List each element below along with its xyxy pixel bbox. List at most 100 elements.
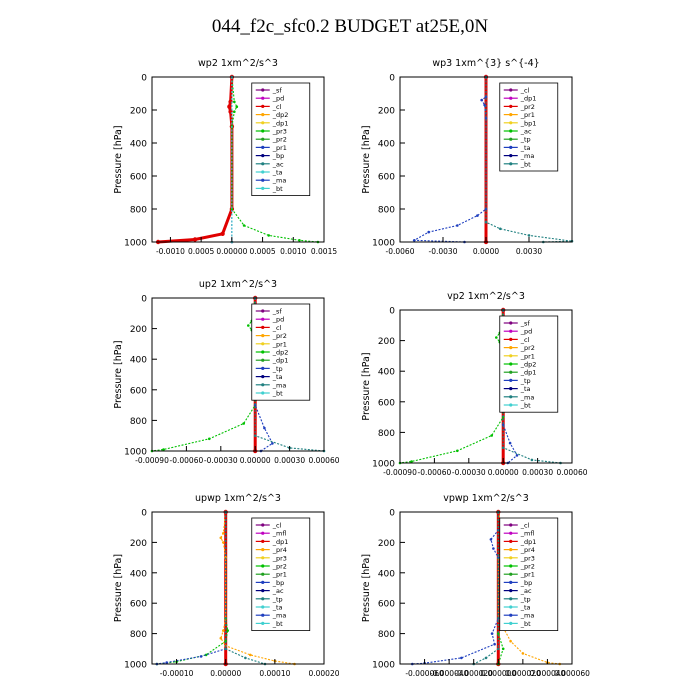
x-tick-label: 0.000020 [505, 669, 541, 678]
legend-entry: _bt [272, 390, 283, 398]
series-point [244, 656, 247, 660]
x-tick-label: -0.00090 [135, 456, 169, 465]
x-tick-label: 0.0030 [516, 247, 542, 256]
legend-marker [261, 121, 265, 125]
legend-entry: _ta [272, 169, 283, 177]
legend-marker [261, 383, 265, 387]
x-tick-label: 0.0005 [188, 247, 214, 256]
legend-marker [261, 145, 265, 149]
legend-marker [261, 580, 265, 585]
legend-marker [261, 375, 265, 379]
legend-marker [261, 548, 265, 552]
y-tick-label: 800 [378, 206, 395, 216]
series-point [222, 532, 225, 535]
series-point [247, 324, 250, 327]
y-tick-label: 600 [378, 398, 395, 408]
series-point [199, 655, 203, 658]
legend-marker [261, 531, 265, 535]
legend-entry: _cl [520, 87, 530, 95]
legend-entry: _dp2 [272, 349, 289, 357]
series-point [222, 629, 225, 632]
series-point [413, 239, 416, 242]
legend-entry: _pr2 [272, 563, 287, 571]
x-tick-label: 0.00060 [308, 456, 339, 465]
series-point [271, 442, 274, 445]
x-tick-label: -0.00010 [160, 669, 194, 678]
series-point [165, 661, 168, 664]
legend-marker [509, 362, 513, 366]
legend-entry: _bp [520, 579, 533, 587]
y-tick-label: 600 [378, 600, 395, 610]
legend-marker [509, 162, 513, 166]
legend-entry: _dp1 [272, 538, 289, 546]
legend-marker [509, 137, 513, 141]
x-tick-label: -0.0060 [386, 247, 415, 256]
plot-frame [399, 309, 573, 464]
legend-marker [509, 548, 513, 552]
y-tick-label: 200 [378, 539, 395, 549]
series-point [489, 538, 493, 541]
legend-entry: _cl [272, 324, 282, 332]
y-tick-label: 800 [130, 206, 147, 216]
x-tick-label: 0.00000 [240, 456, 271, 465]
legend-marker [261, 564, 265, 568]
series-point [233, 100, 236, 104]
x-tick-label: 0.000000 [480, 669, 516, 678]
legend-entry: _bp [272, 152, 285, 160]
series-point [501, 415, 505, 419]
legend-entry: _ta [520, 385, 531, 393]
legend-entry: _tp [272, 595, 283, 603]
x-tick-label: -0.00060 [418, 468, 452, 477]
x-tick-label: 0.000060 [554, 669, 590, 678]
legend-entry: _dp1 [520, 369, 537, 377]
plot-frame [151, 297, 325, 452]
series-point [235, 105, 239, 108]
legend-marker [509, 523, 513, 527]
legend-marker [261, 613, 265, 617]
series-point [224, 647, 227, 651]
legend-entry: _dp1 [272, 119, 289, 127]
x-tick-label: 0.00030 [274, 456, 305, 465]
series-point [484, 207, 488, 211]
legend-entry: _tp [520, 377, 531, 385]
series-point [493, 642, 496, 646]
y-axis-label: Pressure [hPa] [361, 125, 372, 193]
legend-marker [261, 539, 265, 544]
chart-panel-2: wp3 1xm^{3} s^{-4}02004006008001000-0.00… [361, 58, 574, 256]
x-tick-label: -0.00030 [204, 456, 238, 465]
series-point [230, 207, 234, 211]
y-tick-label: 400 [130, 356, 147, 366]
x-tick-label: -0.000020 [454, 669, 493, 678]
legend-marker [261, 621, 265, 626]
legend-entry: _ac [272, 160, 284, 168]
series-line [485, 77, 573, 243]
legend-marker [509, 121, 513, 125]
series-point [219, 536, 223, 540]
y-tick-label: 1000 [372, 239, 395, 249]
series-point [242, 224, 246, 227]
series-line [157, 76, 234, 244]
chart-title: vp2 1xm^2/s^3 [447, 291, 525, 302]
legend-marker [509, 96, 513, 100]
legend-entry: _ta [520, 604, 531, 612]
legend-entry: _tp [272, 365, 283, 373]
series-point [521, 652, 525, 655]
chart-title: wp3 1xm^{3} s^{-4} [432, 58, 539, 69]
legend-marker [261, 113, 265, 117]
series-point [499, 227, 502, 231]
legend-entry: _ac [272, 587, 284, 595]
y-tick-label: 0 [389, 74, 395, 84]
legend-entry: _ma [272, 381, 287, 389]
x-tick-label: 0.00000 [216, 247, 247, 256]
legend-marker [261, 88, 265, 92]
y-tick-label: 800 [130, 417, 147, 427]
series-point [484, 220, 488, 224]
legend-entry: _pr1 [520, 571, 535, 579]
legend-marker [261, 350, 265, 354]
legend-entry: _pr2 [520, 103, 535, 111]
legend-marker [261, 325, 265, 329]
legend-entry: _dp1 [520, 538, 537, 546]
